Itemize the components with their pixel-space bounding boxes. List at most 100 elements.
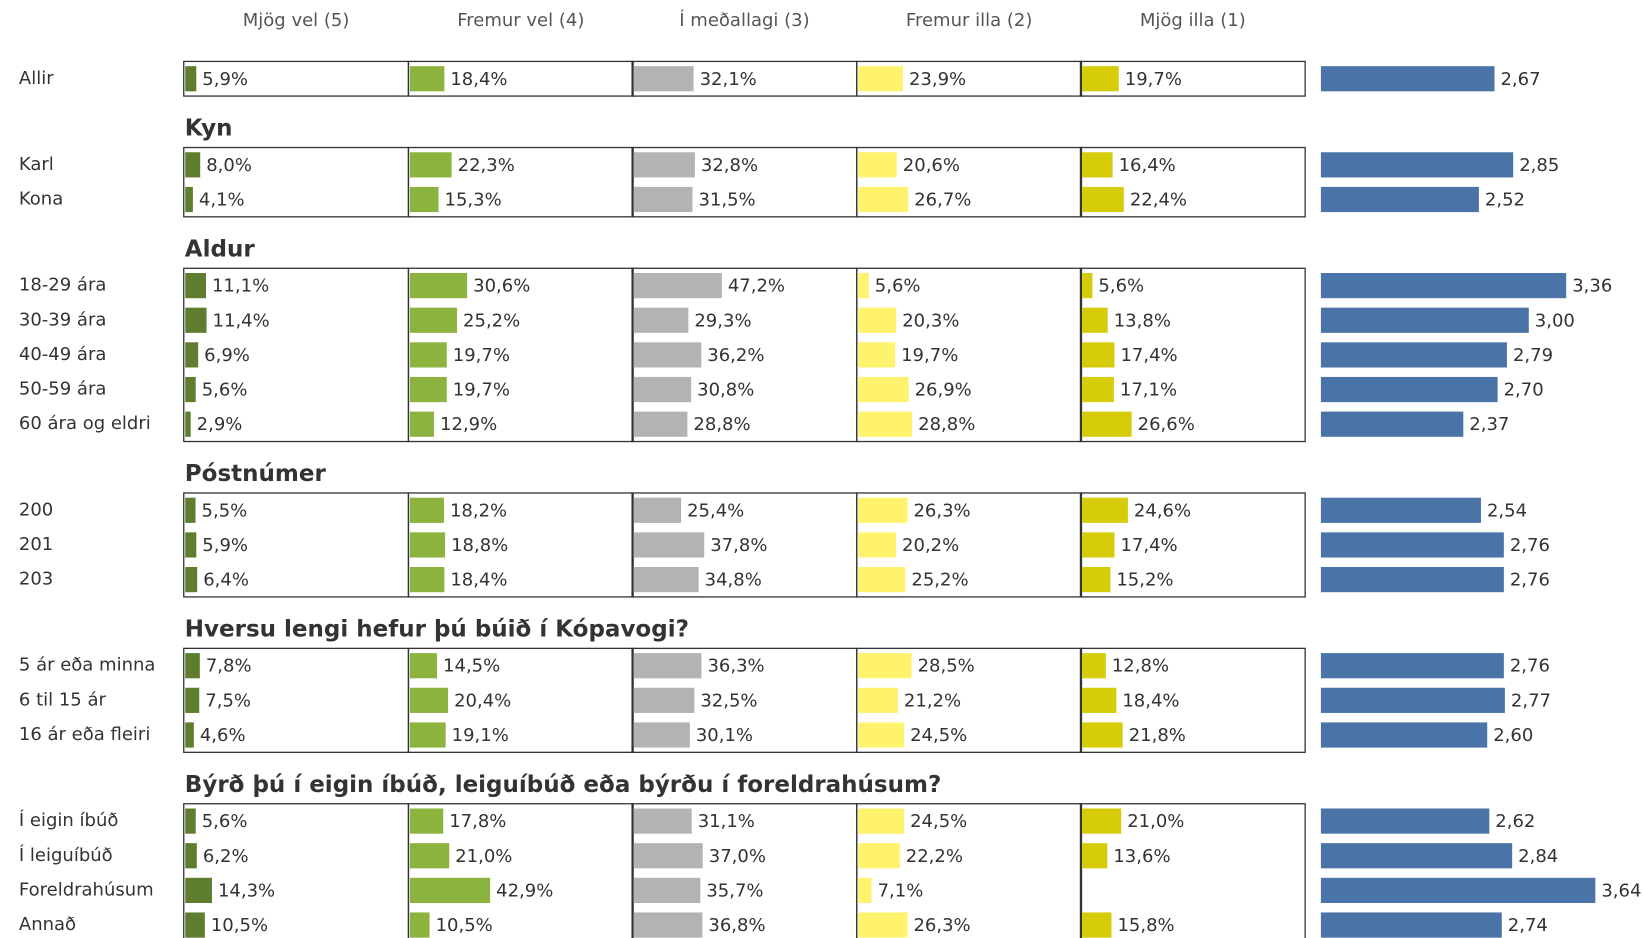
bar [633,567,699,593]
bar [633,653,702,679]
bar [858,376,909,403]
group-box [1079,492,1306,598]
mean-bar [1320,376,1498,403]
row-label: Í eigin íbúð [19,809,119,831]
value-label: 15,2% [1116,570,1173,591]
value-label: 19,7% [453,380,510,401]
value-label: 20,6% [903,155,960,176]
value-label: 28,8% [918,414,975,435]
mean-bar [1320,722,1488,748]
value-label: 12,8% [1112,656,1169,677]
bar [858,687,898,713]
value-label: 19,1% [452,725,509,746]
bar [409,66,445,92]
bar [409,687,449,713]
value-label: 24,6% [1134,500,1191,521]
group-box [1079,647,1306,753]
bar [633,66,694,92]
row-label: 5 ár eða minna [19,655,156,676]
mean-bar [1320,497,1481,523]
group-box [407,647,634,753]
group-box [856,146,1083,218]
bar [858,567,906,593]
row-label: 16 ár eða fleiri [19,724,150,745]
bar [858,307,897,333]
bar [633,376,692,403]
value-label: 22,4% [1130,190,1187,211]
mean-label: 2,52 [1485,190,1525,211]
mean-label: 3,36 [1572,276,1612,297]
bar [185,376,196,403]
row-label: Kona [19,189,63,210]
group-box [856,647,1083,753]
bar [858,722,905,748]
bar [1081,808,1122,834]
mean-bar [1320,912,1502,938]
bar [633,687,695,713]
bar [633,497,682,523]
value-label: 21,2% [904,690,961,711]
value-label: 4,1% [199,190,245,211]
row-label: 50-59 ára [19,379,107,400]
bar [633,342,702,368]
bar [409,722,446,748]
bar [633,273,722,299]
value-label: 42,9% [496,880,553,901]
value-label: 25,2% [463,310,520,331]
bar [185,653,200,679]
mean-bar [1320,152,1514,178]
value-label: 13,6% [1113,846,1170,867]
value-label: 18,4% [450,69,507,90]
value-label: 24,5% [910,811,967,832]
value-label: 18,8% [451,535,508,556]
value-label: 30,8% [697,380,754,401]
row-label: Í leiguíbúð [19,844,113,866]
bar [1081,273,1093,299]
group-box [1079,146,1306,218]
value-label: 25,2% [911,570,968,591]
group-box [407,267,634,443]
bar [185,843,197,869]
row-label: Annað [19,914,76,935]
mean-bar [1320,687,1505,713]
bar [185,273,206,299]
mean-label: 2,67 [1500,69,1540,90]
bar [1081,376,1114,403]
group-box [1079,60,1306,97]
bar [185,497,196,523]
bar [858,532,897,558]
bar [858,808,905,834]
row-label: 18-29 ára [19,275,107,296]
value-label: 26,3% [913,915,970,936]
bar [858,411,913,437]
group-box [1079,267,1306,443]
bar [185,877,212,903]
value-label: 11,4% [213,310,270,331]
mean-label: 2,37 [1469,414,1509,435]
value-label: 17,1% [1120,380,1177,401]
value-label: 5,9% [202,69,248,90]
value-label: 32,1% [700,69,757,90]
value-label: 22,3% [458,155,515,176]
mean-bar [1320,342,1507,368]
value-label: 5,6% [875,276,921,297]
value-label: 4,6% [200,725,246,746]
value-label: 21,0% [455,846,512,867]
bar [409,342,447,368]
mean-bar [1320,411,1464,437]
value-label: 25,4% [687,500,744,521]
bar [1081,307,1108,333]
value-label: 15,3% [445,190,502,211]
group-box [856,267,1083,443]
row-label: Allir [19,68,54,89]
mean-label: 2,76 [1510,535,1550,556]
group-title: Hversu lengi hefur þú búið í Kópavogi? [185,617,689,643]
value-label: 32,8% [701,155,758,176]
value-label: 36,3% [707,656,764,677]
group-box [856,60,1083,97]
value-label: 15,8% [1117,915,1174,936]
value-label: 5,6% [202,811,248,832]
value-label: 20,3% [902,310,959,331]
group-box [1079,803,1306,938]
value-label: 37,8% [710,535,767,556]
